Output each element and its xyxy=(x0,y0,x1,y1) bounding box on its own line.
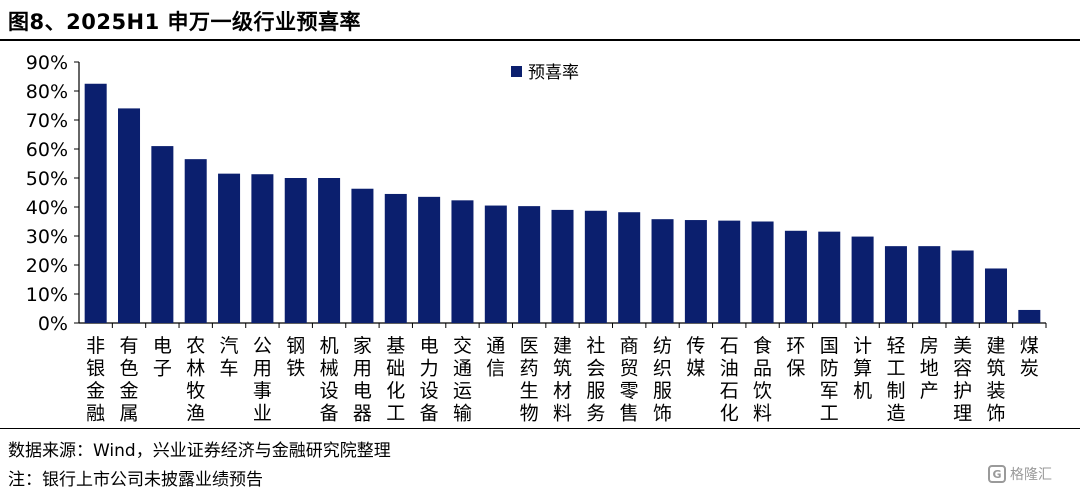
x-category-label: 传媒 xyxy=(686,335,705,380)
y-tick-label: 60% xyxy=(26,139,68,161)
bar xyxy=(584,210,607,323)
x-category-label: 轻工制造 xyxy=(886,335,905,425)
bar xyxy=(784,230,807,323)
source-text: 数据来源：Wind，兴业证券经济与金融研究院整理 xyxy=(8,441,391,461)
bar xyxy=(618,212,641,323)
x-category-label: 国防军工 xyxy=(820,335,839,425)
bar xyxy=(918,246,941,323)
bar xyxy=(284,178,307,323)
bar xyxy=(184,159,207,323)
title-rule xyxy=(0,39,1080,41)
x-category-label: 有色金属 xyxy=(120,335,139,425)
x-category-label: 通信 xyxy=(486,335,505,380)
chart-title: 图8、2025H1 申万一级行业预喜率 xyxy=(8,10,362,34)
y-tick-label: 50% xyxy=(26,168,68,190)
bar xyxy=(1018,309,1041,323)
x-category-label: 建筑材料 xyxy=(553,335,572,425)
bar xyxy=(151,146,174,323)
bar xyxy=(518,206,541,323)
x-category-label: 房地产 xyxy=(920,335,939,402)
bar xyxy=(351,188,374,323)
x-category-label: 商贸零售 xyxy=(620,335,639,425)
y-tick-label: 20% xyxy=(26,255,68,277)
y-tick-label: 40% xyxy=(26,197,68,219)
bar xyxy=(484,205,507,323)
x-category-label: 基础化工 xyxy=(386,335,405,425)
bar xyxy=(851,236,874,323)
x-category-label: 环保 xyxy=(786,335,805,380)
gelonghui-logo-icon: G xyxy=(988,465,1006,483)
x-category-label: 社会服务 xyxy=(586,335,605,425)
y-tick-label: 80% xyxy=(26,81,68,103)
x-category-label: 公用事业 xyxy=(253,335,272,425)
bar xyxy=(384,193,407,323)
bar xyxy=(651,219,674,323)
y-tick-label: 90% xyxy=(26,52,68,74)
footer-rule xyxy=(0,428,1080,429)
bar xyxy=(118,108,141,324)
bar xyxy=(751,221,774,323)
bar xyxy=(84,83,107,323)
bar xyxy=(218,173,241,323)
x-category-label: 家用电器 xyxy=(353,335,372,425)
x-category-label: 电力设备 xyxy=(420,335,439,425)
legend-swatch xyxy=(511,66,522,77)
x-category-label: 食品饮料 xyxy=(753,335,772,425)
y-tick-label: 0% xyxy=(38,313,68,335)
x-category-label: 交通运输 xyxy=(453,335,472,425)
bar xyxy=(718,220,741,323)
x-category-label: 钢铁 xyxy=(286,335,305,380)
watermark: G 格隆汇 xyxy=(988,461,1074,487)
bar xyxy=(451,200,474,323)
bar xyxy=(951,250,974,323)
x-category-label: 汽车 xyxy=(220,335,239,380)
bar xyxy=(984,268,1007,323)
y-tick-label: 30% xyxy=(26,226,68,248)
y-tick-label: 70% xyxy=(26,110,68,132)
bar xyxy=(884,246,907,323)
x-category-label: 建筑装饰 xyxy=(986,335,1005,425)
x-category-label: 农林牧渔 xyxy=(186,335,205,425)
x-category-label: 煤炭 xyxy=(1020,335,1039,380)
x-category-label: 医药生物 xyxy=(520,335,539,425)
bar xyxy=(251,174,274,323)
watermark-text: 格隆汇 xyxy=(1010,467,1052,483)
x-category-label: 非银金融 xyxy=(86,335,105,425)
bar xyxy=(818,231,841,323)
note-text: 注：银行上市公司未披露业绩预告 xyxy=(8,470,263,490)
bar xyxy=(684,220,707,323)
legend-label: 预喜率 xyxy=(528,63,579,83)
bar-chart: 0% 10% 20% 30% 40% 50% 60% 70% 80% 90% 非银金融有色金属电子农… xyxy=(26,52,1047,425)
x-category-label: 美容护理 xyxy=(953,335,972,425)
x-category-label: 计算机 xyxy=(853,335,872,402)
x-category-label: 电子 xyxy=(153,335,172,380)
bar xyxy=(318,178,341,323)
x-category-label: 机械设备 xyxy=(320,335,339,425)
y-tick-label: 10% xyxy=(26,284,68,306)
x-category-label: 石油石化 xyxy=(720,335,739,425)
bar xyxy=(418,196,441,323)
bar xyxy=(551,209,574,323)
x-category-label: 纺织服饰 xyxy=(653,335,672,425)
